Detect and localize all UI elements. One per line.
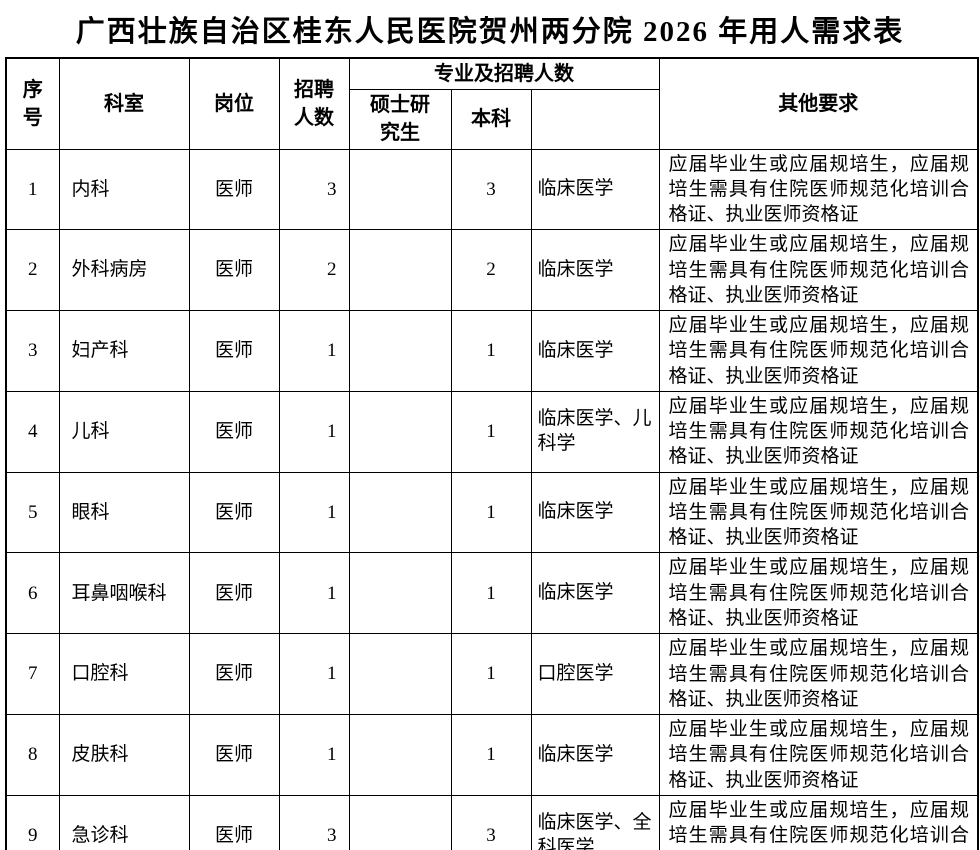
table-header: 序号 科室 岗位 招聘人数 专业及招聘人数 其他要求 硕士研究生 本科 [5,57,979,150]
table-row: 1 内科 医师 3 3 临床医学 应届毕业生或应届规培生，应届规培生需具有住院医… [5,148,979,231]
cell-bachelor: 1 [450,552,532,635]
cell-count: 1 [278,552,350,635]
cell-no: 6 [5,552,60,635]
cell-dept: 口腔科 [58,633,190,716]
header-dept: 科室 [58,57,190,150]
cell-count: 1 [278,633,350,716]
cell-post: 医师 [188,714,280,796]
cell-count: 2 [278,229,350,312]
cell-dept: 耳鼻咽喉科 [58,552,190,635]
cell-post: 医师 [188,390,280,473]
header-requirements: 其他要求 [658,57,979,150]
cell-master [348,390,452,473]
cell-requirements: 应届毕业生或应届规培生，应届规培生需具有住院医师规范化培训合格证、执业医师资格证 [658,552,979,635]
cell-requirements: 应届毕业生或应届规培生，应届规培生需具有住院医师规范化培训合格证、执业医师资格证 [658,794,979,850]
cell-bachelor: 1 [450,471,532,554]
cell-bachelor: 2 [450,229,532,312]
cell-count: 1 [278,390,350,473]
cell-master [348,714,452,796]
table-row: 4 儿科 医师 1 1 临床医学、儿科学 应届毕业生或应届规培生，应届规培生需具… [5,390,979,473]
table-row: 9 急诊科 医师 3 3 临床医学、全科医学 应届毕业生或应届规培生，应届规培生… [5,794,979,850]
cell-no: 8 [5,714,60,796]
cell-requirements: 应届毕业生或应届规培生，应届规培生需具有住院医师规范化培训合格证、执业医师资格证 [658,714,979,796]
cell-no: 3 [5,310,60,392]
header-no: 序号 [5,57,60,150]
cell-no: 9 [5,794,60,850]
cell-dept: 内科 [58,148,190,231]
cell-master [348,310,452,392]
cell-count: 1 [278,471,350,554]
cell-count: 1 [278,310,350,392]
cell-requirements: 应届毕业生或应届规培生，应届规培生需具有住院医师规范化培训合格证、执业医师资格证 [658,390,979,473]
cell-master [348,148,452,231]
cell-no: 2 [5,229,60,312]
cell-bachelor: 3 [450,148,532,231]
header-major-name [530,88,660,150]
cell-dept: 外科病房 [58,229,190,312]
cell-requirements: 应届毕业生或应届规培生，应届规培生需具有住院医师规范化培训合格证、执业医师资格证 [658,229,979,312]
cell-no: 1 [5,148,60,231]
cell-bachelor: 1 [450,310,532,392]
cell-master [348,229,452,312]
cell-master [348,471,452,554]
header-row-top: 序号 科室 岗位 招聘人数 专业及招聘人数 其他要求 [5,57,979,150]
cell-major: 临床医学 [530,552,660,635]
cell-count: 3 [278,148,350,231]
cell-bachelor: 1 [450,633,532,716]
cell-master [348,794,452,850]
header-bachelor: 本科 [450,88,532,150]
cell-count: 3 [278,794,350,850]
cell-no: 7 [5,633,60,716]
header-post: 岗位 [188,57,280,150]
cell-dept: 儿科 [58,390,190,473]
cell-major: 临床医学 [530,471,660,554]
cell-post: 医师 [188,552,280,635]
cell-requirements: 应届毕业生或应届规培生，应届规培生需具有住院医师规范化培训合格证、执业医师资格证 [658,471,979,554]
header-row-sub: 硕士研究生 本科 [6,88,978,150]
cell-major: 临床医学 [530,310,660,392]
cell-requirements: 应届毕业生或应届规培生，应届规培生需具有住院医师规范化培训合格证、执业医师资格证 [658,633,979,716]
header-major-group: 专业及招聘人数 [348,57,660,90]
cell-post: 医师 [188,229,280,312]
cell-post: 医师 [188,633,280,716]
cell-post: 医师 [188,148,280,231]
header-master: 硕士研究生 [348,88,452,150]
cell-post: 医师 [188,310,280,392]
page-title: 广西壮族自治区桂东人民医院贺州两分院 2026 年用人需求表 [75,15,905,48]
cell-bachelor: 1 [450,714,532,796]
cell-no: 4 [5,390,60,473]
cell-post: 医师 [188,794,280,850]
cell-major: 临床医学 [530,229,660,312]
cell-major: 临床医学、儿科学 [530,390,660,473]
cell-no: 5 [5,471,60,554]
table-row: 8 皮肤科 医师 1 1 临床医学 应届毕业生或应届规培生，应届规培生需具有住院… [5,714,979,796]
staffing-requirements-table: 序号 科室 岗位 招聘人数 专业及招聘人数 其他要求 硕士研究生 本科 1 内科… [5,57,979,850]
cell-dept: 妇产科 [58,310,190,392]
table-row: 3 妇产科 医师 1 1 临床医学 应届毕业生或应届规培生，应届规培生需具有住院… [5,310,979,392]
cell-major: 临床医学、全科医学 [530,794,660,850]
table-body: 1 内科 医师 3 3 临床医学 应届毕业生或应届规培生，应届规培生需具有住院医… [5,148,979,850]
cell-bachelor: 3 [450,794,532,850]
cell-requirements: 应届毕业生或应届规培生，应届规培生需具有住院医师规范化培训合格证、执业医师资格证 [658,310,979,392]
cell-post: 医师 [188,471,280,554]
cell-requirements: 应届毕业生或应届规培生，应届规培生需具有住院医师规范化培训合格证、执业医师资格证 [658,148,979,231]
cell-major: 临床医学 [530,714,660,796]
table-row: 2 外科病房 医师 2 2 临床医学 应届毕业生或应届规培生，应届规培生需具有住… [5,229,979,312]
cell-count: 1 [278,714,350,796]
cell-major: 临床医学 [530,148,660,231]
cell-major: 口腔医学 [530,633,660,716]
cell-master [348,552,452,635]
cell-dept: 眼科 [58,471,190,554]
cell-dept: 皮肤科 [58,714,190,796]
table-row: 6 耳鼻咽喉科 医师 1 1 临床医学 应届毕业生或应届规培生，应届规培生需具有… [5,552,979,635]
cell-bachelor: 1 [450,390,532,473]
table-row: 5 眼科 医师 1 1 临床医学 应届毕业生或应届规培生，应届规培生需具有住院医… [5,471,979,554]
header-count: 招聘人数 [278,57,350,150]
cell-master [348,633,452,716]
cell-dept: 急诊科 [58,794,190,850]
table-row: 7 口腔科 医师 1 1 口腔医学 应届毕业生或应届规培生，应届规培生需具有住院… [5,633,979,716]
